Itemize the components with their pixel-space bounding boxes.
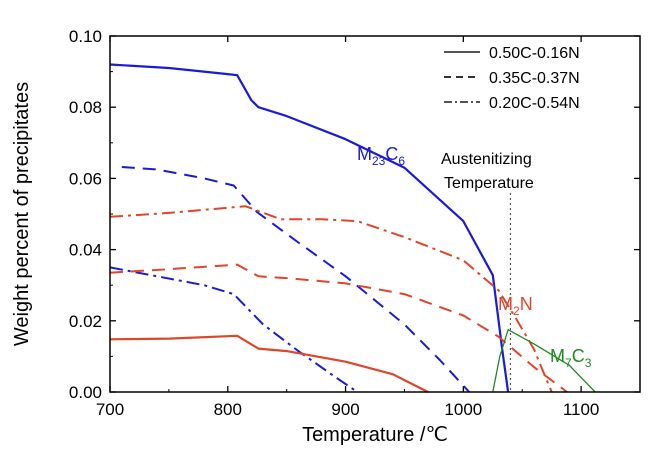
y-tick-label: 0.06 [69, 169, 102, 188]
x-axis-title: Temperature /℃ [302, 424, 448, 446]
series-line-m2n-dashed [109, 263, 568, 393]
y-tick-label: 0.08 [69, 98, 102, 117]
y-tick-label: 0.04 [69, 241, 102, 260]
series-line-m23c6-dashdot [109, 266, 358, 393]
series-line-m2n-dashdot [109, 205, 553, 393]
plot-frame [109, 35, 641, 393]
series-line-m23c6-dashed [121, 166, 470, 393]
legend: 0.50C-0.16N 0.35C-0.37N 0.20C-0.54N [444, 45, 580, 112]
legend-label-1: 0.50C-0.16N [489, 45, 580, 62]
x-tick-label: 900 [331, 400, 359, 419]
y-tick-label: 0.02 [69, 312, 102, 331]
x-tick-label: 1100 [563, 400, 600, 419]
label-m2n: M2N [498, 294, 533, 318]
y-tick-label: 0.00 [69, 383, 102, 402]
y-axis-title: Weight percent of precipitates [11, 82, 33, 346]
x-tick-label: 1000 [444, 400, 482, 419]
label-m7c3: M7C3 [550, 346, 592, 370]
x-tick-label: 800 [214, 400, 242, 419]
series-layer [109, 63, 596, 393]
x-tick-label: 700 [96, 400, 124, 419]
austenitizing-annotation-line2: Temperature [444, 175, 534, 192]
legend-label-2: 0.35C-0.37N [489, 70, 580, 87]
series-line-m7c3-solid [492, 329, 596, 393]
legend-label-3: 0.20C-0.54N [489, 95, 580, 112]
series-line-m23c6-solid [109, 63, 510, 393]
series-line-m2n-solid [109, 334, 429, 393]
y-tick-label: 0.10 [69, 27, 102, 46]
label-m23c6: M23C6 [357, 144, 405, 168]
tick-labels: 700 800 900 1000 1100 0.00 0.02 0.04 0.06 0.08 0.1… [69, 27, 599, 419]
austenitizing-annotation-line1: Austenitizing [441, 151, 532, 168]
